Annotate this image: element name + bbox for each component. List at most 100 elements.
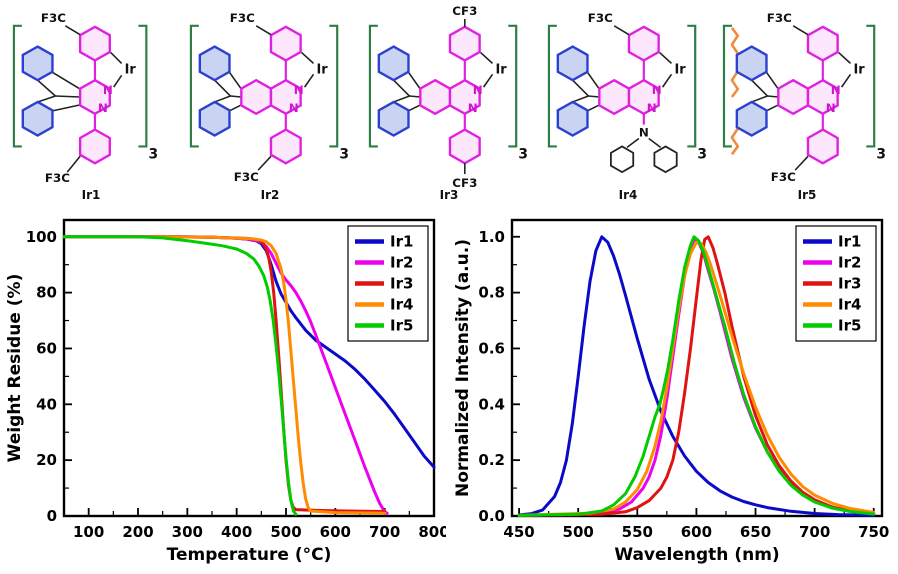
triptycene-unit xyxy=(556,45,600,137)
structure-ir4-drawing: 3 xyxy=(547,11,707,174)
bracket-left xyxy=(547,24,557,148)
x-axis: 450 500 550 600 650 700 750 xyxy=(503,508,889,541)
cf3-top-label: F3C xyxy=(767,11,792,25)
phenyl-ring xyxy=(610,145,635,174)
y-tick-label: 100 xyxy=(26,228,57,246)
x-tick-label: 600 xyxy=(320,523,351,541)
multiplier-label: 3 xyxy=(339,146,349,162)
x-tick-label: 750 xyxy=(858,523,889,541)
aryl-ring-top xyxy=(806,25,839,62)
y-tick-label: 0 xyxy=(47,507,57,525)
y-tick-label: 0.2 xyxy=(478,451,505,469)
ligand-core xyxy=(240,25,302,165)
legend: Ir1 Ir2 Ir3 Ir4 Ir5 xyxy=(795,225,877,342)
series-Ir5 xyxy=(517,235,876,517)
fused-ring-left xyxy=(240,79,273,115)
y-tick-label: 0.6 xyxy=(478,339,505,357)
phenyl-ring-blue xyxy=(377,100,410,137)
series-Ir1 xyxy=(517,235,876,517)
diphenylamine-unit: N xyxy=(610,126,678,174)
structure-ir5: 3 xyxy=(722,2,892,202)
amine-nitrogen-label: N xyxy=(639,126,649,140)
legend-label: Ir4 xyxy=(838,296,861,314)
phenyl-ring-blue xyxy=(556,45,589,82)
cf3-bottom-label: CF3 xyxy=(452,176,477,190)
bracket-left xyxy=(722,24,732,148)
structure-ir1-drawing: 3 Ir xyxy=(12,11,158,185)
y-tick-label: 60 xyxy=(36,339,57,357)
x-tick-label: 700 xyxy=(799,523,830,541)
structure-ir3-drawing: 3 xyxy=(368,4,528,190)
x-tick-label: 400 xyxy=(221,523,252,541)
series-Ir4 xyxy=(62,235,387,515)
phenyl-ring-blue xyxy=(735,100,768,137)
cf3-top-label: CF3 xyxy=(452,4,477,18)
y-tick-label: 0.4 xyxy=(478,395,505,413)
aryl-ring-bottom xyxy=(78,128,111,165)
structure-ir5-drawing: 3 xyxy=(722,11,886,184)
y-tick-label: 40 xyxy=(36,395,57,413)
x-tick-label: 500 xyxy=(563,523,594,541)
structure-ir2: 3 xyxy=(185,2,355,202)
phenyl-ring-blue xyxy=(198,100,231,137)
x-tick-label: 500 xyxy=(270,523,301,541)
structure-ir1: 3 Ir xyxy=(6,2,176,202)
x-tick-label: 450 xyxy=(503,523,534,541)
fused-ring-left xyxy=(598,79,631,115)
nitrogen-label: N xyxy=(831,83,841,97)
triptycene-unit xyxy=(377,45,421,137)
legend-label: Ir3 xyxy=(390,275,413,293)
cf3-bottom-label: F3C xyxy=(45,171,70,185)
structure-caption: Ir3 xyxy=(439,188,459,202)
legend-label: Ir1 xyxy=(390,233,413,251)
emission-chart: 450 500 550 600 650 700 750 0.0 0.2 0.4 0.6 0.8 1.0 W… xyxy=(453,218,889,565)
metal-label: Ir xyxy=(316,62,328,77)
aryl-ring-bottom xyxy=(448,128,481,165)
nitrogen-label: N xyxy=(103,83,113,97)
x-axis: 100 200 300 400 500 600 700 800 xyxy=(73,508,446,541)
series-Ir3 xyxy=(517,235,876,517)
y-tick-label: 0.8 xyxy=(478,284,505,302)
bracket-right xyxy=(508,24,518,148)
legend-label: Ir1 xyxy=(838,233,861,251)
nitrogen-label: N xyxy=(294,83,304,97)
ligand-core xyxy=(419,25,481,165)
legend-label: Ir5 xyxy=(838,317,861,335)
phenyl-ring-blue xyxy=(735,45,768,82)
x-tick-label: 300 xyxy=(172,523,203,541)
legend-label: Ir5 xyxy=(390,317,413,335)
structure-caption: Ir5 xyxy=(797,188,817,202)
x-axis-title: Temperature (°C) xyxy=(167,545,332,565)
phenyl-ring-blue xyxy=(377,45,410,82)
y-tick-label: 80 xyxy=(36,284,57,302)
hexyl-chains xyxy=(730,27,740,156)
x-tick-label: 800 xyxy=(418,523,446,541)
y-axis: 0.0 0.2 0.4 0.6 0.8 1.0 xyxy=(478,228,520,525)
bracket-left xyxy=(12,24,22,148)
bracket-left xyxy=(189,24,199,148)
bracket-right xyxy=(866,24,876,148)
x-tick-label: 600 xyxy=(681,523,712,541)
cf3-bottom-label: F3C xyxy=(234,170,259,184)
structure-caption: Ir1 xyxy=(81,188,101,202)
series-Ir2 xyxy=(62,235,389,515)
nitrogen-label: N xyxy=(652,83,662,97)
multiplier-label: 3 xyxy=(148,146,158,162)
phenyl-ring-blue xyxy=(21,100,54,137)
nitrogen-label: N xyxy=(826,101,836,115)
x-tick-label: 100 xyxy=(73,523,104,541)
x-axis-title: Wavelength (nm) xyxy=(614,545,779,565)
legend-label: Ir4 xyxy=(390,296,413,314)
charts-row: 100 200 300 400 500 600 700 800 0 20 40 60 80 100 Temp… xyxy=(0,210,898,568)
bracket-right xyxy=(138,24,148,148)
aryl-ring-top xyxy=(448,25,481,62)
y-tick-label: 0.0 xyxy=(478,507,505,525)
metal-label: Ir xyxy=(674,62,686,77)
ligand-core xyxy=(78,25,111,165)
aryl-ring-bottom xyxy=(806,128,839,165)
bracket-left xyxy=(368,24,378,148)
nitrogen-label: N xyxy=(98,101,108,115)
phenyl-ring-blue xyxy=(21,45,54,82)
x-tick-label: 550 xyxy=(622,523,653,541)
